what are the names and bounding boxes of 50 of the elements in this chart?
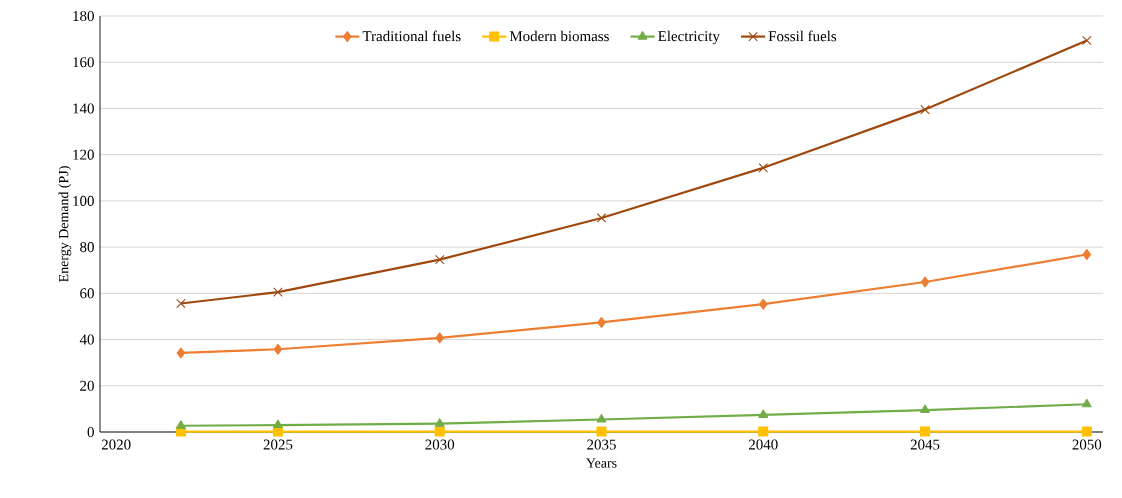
legend-label: Electricity [658, 30, 720, 45]
y-tick-label: 60 [80, 288, 94, 299]
y-tick-label: 140 [73, 103, 94, 114]
y-tick-label: 100 [73, 195, 94, 206]
y-tick-label: 160 [73, 57, 94, 68]
y-tick-label: 40 [79, 334, 94, 345]
point [758, 426, 769, 437]
legend-label: Modern biomass [509, 30, 609, 42]
x-tick-label: 2045 [910, 439, 940, 450]
point [273, 419, 283, 429]
point [176, 298, 186, 309]
y-tick-label: 180 [73, 10, 94, 22]
point [435, 332, 444, 344]
x-tick-label: 2040 [748, 439, 778, 450]
x-tick-label: 2025 [263, 439, 293, 450]
point [920, 404, 930, 414]
point [596, 213, 607, 223]
point [434, 426, 445, 437]
x-tick-label: 2050 [1072, 439, 1102, 450]
point [176, 420, 186, 429]
x-axis-title: Years [586, 458, 617, 468]
y-tick-label: 120 [73, 149, 94, 160]
x-tick-label: 2020 [101, 439, 131, 450]
point [1082, 248, 1092, 261]
x-tick-label: 2030 [425, 439, 455, 450]
point [434, 254, 445, 265]
point [597, 316, 606, 328]
point [273, 343, 283, 355]
point [758, 409, 769, 418]
point [920, 104, 930, 115]
point [1081, 398, 1092, 408]
point [176, 347, 186, 359]
point [596, 413, 607, 423]
point [920, 276, 930, 288]
point [1082, 35, 1092, 46]
y-axis-title: Energy Demand (PJ) [58, 166, 72, 282]
x-tick-label: 2035 [587, 439, 616, 450]
legend-label: Fossil fuels [768, 30, 837, 42]
legend-label: Traditional fuels [362, 30, 461, 42]
point [434, 418, 445, 427]
y-tick-label: 80 [80, 242, 94, 253]
point [596, 426, 607, 437]
point [1081, 426, 1092, 437]
point [272, 426, 283, 437]
point [920, 426, 931, 437]
y-tick-label: 0 [87, 426, 94, 438]
point [758, 298, 768, 310]
y-tick-label: 20 [80, 380, 94, 391]
point [758, 163, 769, 173]
point [273, 287, 283, 297]
